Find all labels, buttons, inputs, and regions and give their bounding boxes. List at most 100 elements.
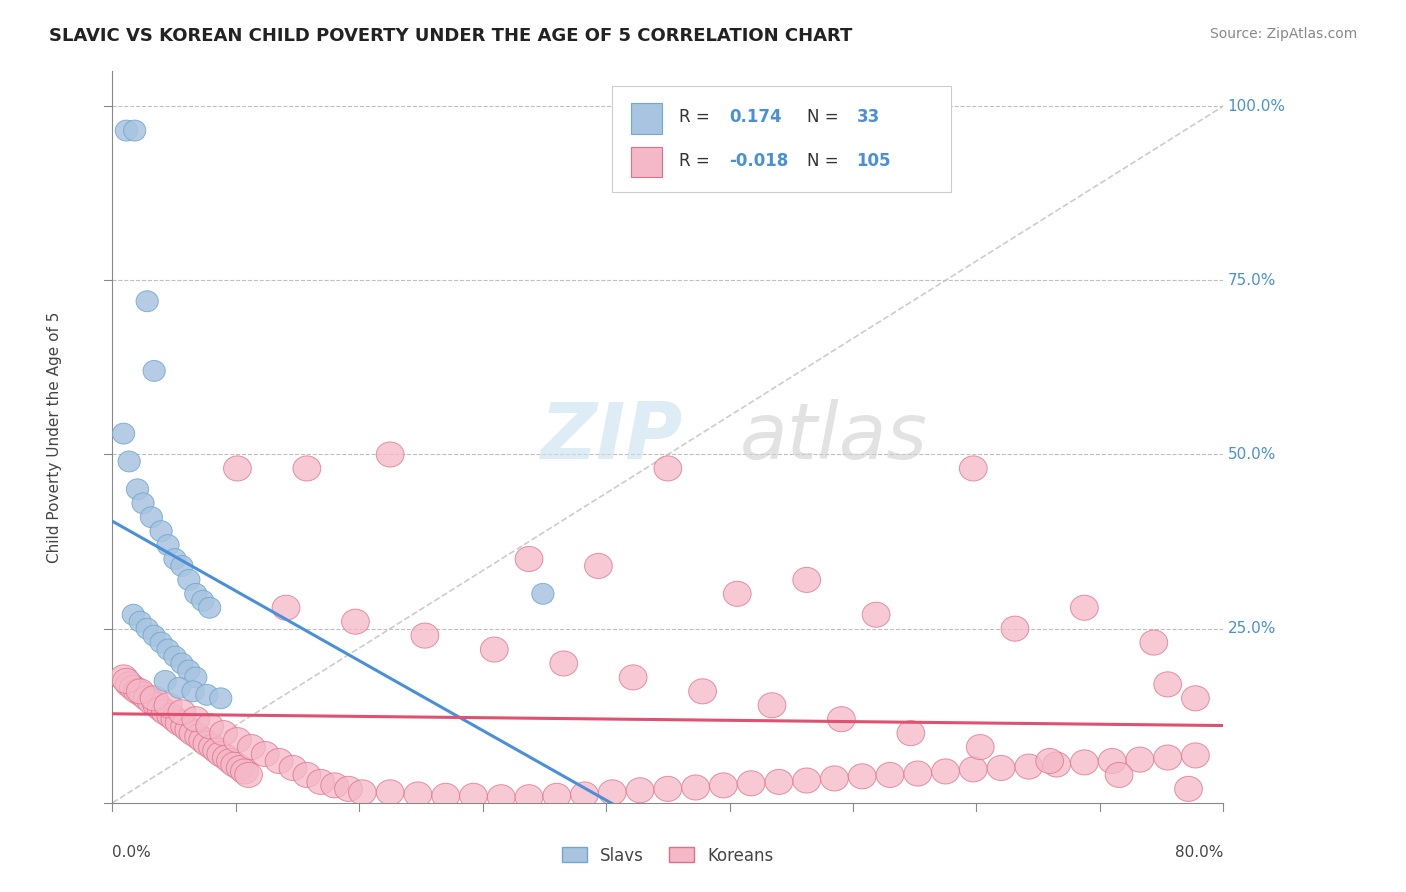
- Text: -0.018: -0.018: [728, 153, 789, 170]
- Ellipse shape: [765, 770, 793, 795]
- Ellipse shape: [143, 625, 166, 646]
- Ellipse shape: [162, 706, 188, 731]
- Ellipse shape: [1154, 672, 1181, 697]
- Text: 25.0%: 25.0%: [1227, 621, 1275, 636]
- Ellipse shape: [212, 745, 240, 770]
- Ellipse shape: [377, 442, 404, 467]
- Text: N =: N =: [807, 153, 844, 170]
- Text: R =: R =: [679, 153, 716, 170]
- Ellipse shape: [157, 703, 184, 728]
- Ellipse shape: [134, 686, 162, 711]
- Ellipse shape: [1126, 747, 1154, 772]
- Ellipse shape: [155, 671, 176, 691]
- Ellipse shape: [179, 721, 207, 746]
- Ellipse shape: [136, 618, 159, 639]
- Ellipse shape: [224, 456, 252, 481]
- Text: SLAVIC VS KOREAN CHILD POVERTY UNDER THE AGE OF 5 CORRELATION CHART: SLAVIC VS KOREAN CHILD POVERTY UNDER THE…: [49, 27, 852, 45]
- Ellipse shape: [292, 456, 321, 481]
- Ellipse shape: [1154, 745, 1181, 770]
- Ellipse shape: [959, 756, 987, 782]
- Ellipse shape: [758, 693, 786, 718]
- Ellipse shape: [481, 637, 508, 662]
- Ellipse shape: [226, 756, 254, 780]
- Ellipse shape: [273, 595, 299, 620]
- Ellipse shape: [217, 748, 245, 773]
- Ellipse shape: [136, 291, 159, 311]
- Ellipse shape: [689, 679, 717, 704]
- Ellipse shape: [1015, 754, 1043, 779]
- Ellipse shape: [571, 782, 599, 807]
- Text: 0.0%: 0.0%: [112, 845, 152, 860]
- Ellipse shape: [231, 759, 259, 784]
- Ellipse shape: [112, 668, 141, 693]
- Ellipse shape: [155, 693, 181, 718]
- Ellipse shape: [266, 748, 292, 773]
- Ellipse shape: [170, 556, 193, 576]
- Ellipse shape: [150, 521, 172, 541]
- Ellipse shape: [224, 728, 252, 753]
- Ellipse shape: [460, 783, 488, 808]
- Ellipse shape: [543, 783, 571, 808]
- Ellipse shape: [127, 479, 149, 500]
- Ellipse shape: [619, 665, 647, 690]
- Text: Child Poverty Under the Age of 5: Child Poverty Under the Age of 5: [48, 311, 62, 563]
- Ellipse shape: [238, 734, 266, 760]
- Ellipse shape: [987, 756, 1015, 780]
- Ellipse shape: [1070, 595, 1098, 620]
- Ellipse shape: [181, 681, 204, 702]
- Ellipse shape: [195, 714, 224, 739]
- Ellipse shape: [193, 731, 221, 756]
- Ellipse shape: [124, 120, 146, 141]
- Ellipse shape: [897, 721, 925, 746]
- Ellipse shape: [1036, 748, 1063, 773]
- FancyBboxPatch shape: [613, 86, 950, 192]
- Text: 80.0%: 80.0%: [1175, 845, 1223, 860]
- Legend: Slavs, Koreans: Slavs, Koreans: [555, 840, 780, 871]
- Ellipse shape: [710, 772, 737, 798]
- Ellipse shape: [122, 604, 145, 625]
- Ellipse shape: [793, 768, 821, 793]
- Ellipse shape: [195, 684, 218, 706]
- Ellipse shape: [181, 706, 209, 731]
- Ellipse shape: [404, 782, 432, 807]
- Ellipse shape: [127, 679, 155, 704]
- FancyBboxPatch shape: [631, 146, 662, 178]
- Ellipse shape: [188, 728, 217, 753]
- Ellipse shape: [152, 699, 179, 725]
- Text: 0.174: 0.174: [728, 109, 782, 127]
- Ellipse shape: [170, 714, 198, 739]
- Text: 33: 33: [856, 109, 880, 127]
- Ellipse shape: [432, 783, 460, 808]
- Ellipse shape: [377, 780, 404, 805]
- Ellipse shape: [278, 756, 307, 780]
- Ellipse shape: [1181, 686, 1209, 711]
- Ellipse shape: [157, 534, 179, 556]
- Ellipse shape: [821, 766, 848, 791]
- Text: N =: N =: [807, 109, 844, 127]
- Ellipse shape: [515, 785, 543, 810]
- Ellipse shape: [120, 675, 148, 700]
- Ellipse shape: [157, 639, 179, 660]
- Ellipse shape: [115, 120, 138, 141]
- Ellipse shape: [170, 653, 193, 674]
- Ellipse shape: [110, 665, 138, 690]
- Ellipse shape: [209, 688, 232, 709]
- Ellipse shape: [1098, 748, 1126, 773]
- Ellipse shape: [550, 651, 578, 676]
- Ellipse shape: [112, 423, 135, 444]
- Ellipse shape: [515, 547, 543, 572]
- Ellipse shape: [1174, 776, 1202, 801]
- Ellipse shape: [184, 667, 207, 688]
- Ellipse shape: [221, 752, 249, 777]
- Ellipse shape: [335, 776, 363, 801]
- Text: R =: R =: [679, 109, 716, 127]
- Ellipse shape: [654, 776, 682, 801]
- Text: 100.0%: 100.0%: [1227, 99, 1285, 113]
- Ellipse shape: [115, 672, 143, 697]
- Ellipse shape: [966, 734, 994, 760]
- Ellipse shape: [1105, 763, 1133, 788]
- Ellipse shape: [321, 772, 349, 798]
- Ellipse shape: [959, 456, 987, 481]
- Ellipse shape: [141, 507, 163, 528]
- Ellipse shape: [165, 646, 186, 667]
